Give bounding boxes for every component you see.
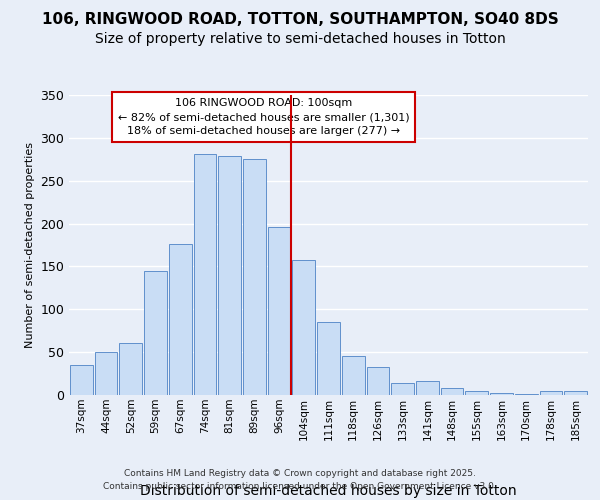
Bar: [268, 227, 290, 395]
Bar: [70, 365, 93, 395]
Text: Contains HM Land Registry data © Crown copyright and database right 2025.: Contains HM Land Registry data © Crown c…: [124, 468, 476, 477]
Bar: [441, 388, 463, 395]
Bar: [539, 390, 562, 395]
Y-axis label: Number of semi-detached properties: Number of semi-detached properties: [25, 142, 35, 348]
Text: Size of property relative to semi-detached houses in Totton: Size of property relative to semi-detach…: [95, 32, 505, 46]
Bar: [95, 352, 118, 395]
Bar: [119, 342, 142, 395]
Text: 106 RINGWOOD ROAD: 100sqm
← 82% of semi-detached houses are smaller (1,301)
18% : 106 RINGWOOD ROAD: 100sqm ← 82% of semi-…: [118, 98, 409, 136]
Bar: [317, 322, 340, 395]
Bar: [466, 390, 488, 395]
Bar: [367, 366, 389, 395]
Bar: [243, 160, 266, 395]
Bar: [490, 394, 513, 395]
Bar: [515, 394, 538, 395]
Bar: [416, 382, 439, 395]
Bar: [144, 270, 167, 395]
Bar: [391, 383, 414, 395]
Bar: [194, 154, 216, 395]
Text: 106, RINGWOOD ROAD, TOTTON, SOUTHAMPTON, SO40 8DS: 106, RINGWOOD ROAD, TOTTON, SOUTHAMPTON,…: [41, 12, 559, 28]
Bar: [342, 356, 365, 395]
X-axis label: Distribution of semi-detached houses by size in Totton: Distribution of semi-detached houses by …: [140, 484, 517, 498]
Bar: [218, 156, 241, 395]
Bar: [169, 244, 191, 395]
Text: Contains public sector information licensed under the Open Government Licence v3: Contains public sector information licen…: [103, 482, 497, 491]
Bar: [292, 260, 315, 395]
Bar: [564, 390, 587, 395]
